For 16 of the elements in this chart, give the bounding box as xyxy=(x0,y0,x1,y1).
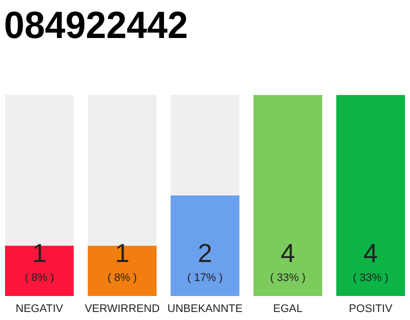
x-tick-label: VERWIRREND xyxy=(84,303,160,315)
data-label: 1 xyxy=(32,238,47,268)
data-label: 4 xyxy=(280,238,296,268)
annotation: ( 33% ) xyxy=(352,272,388,284)
annotation: ( 8% ) xyxy=(108,272,137,284)
data-label: 2 xyxy=(198,238,212,268)
x-tick-label: UNBEKANNTE xyxy=(167,303,243,315)
x-tick-label: NEGATIV xyxy=(16,303,64,315)
annotation: ( 33% ) xyxy=(270,272,306,284)
chart-title: 084922442 xyxy=(4,5,194,47)
data-label: 4 xyxy=(363,238,378,268)
annotation: ( 17% ) xyxy=(187,272,223,284)
annotation: ( 8% ) xyxy=(24,272,54,284)
x-tick-label: POSITIV xyxy=(348,303,393,315)
x-tick-label: EGAL xyxy=(273,303,302,315)
data-label: 1 xyxy=(114,238,130,268)
